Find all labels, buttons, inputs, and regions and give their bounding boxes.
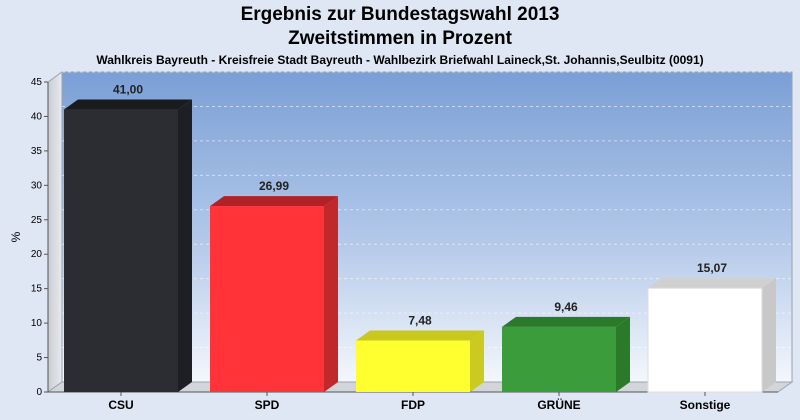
x-tick-label: FDP	[401, 398, 425, 412]
bar-csu: 41,00	[64, 83, 192, 393]
bar-value-label: 41,00	[113, 83, 143, 97]
y-tick-label: 10	[31, 318, 43, 329]
bar-spd: 26,99	[210, 179, 338, 392]
y-tick-label: 15	[31, 284, 43, 295]
bar-front	[647, 287, 763, 393]
bar-value-label: 7,48	[408, 313, 432, 327]
bar-front	[64, 109, 178, 393]
x-tick-label: Sonstige	[680, 398, 731, 412]
chart-title: Ergebnis zur Bundestagswahl 2013	[240, 4, 560, 25]
y-tick-label: 20	[31, 249, 43, 260]
chart-subtitle: Wahlkreis Bayreuth - Kreisfreie Stadt Ba…	[96, 53, 704, 67]
x-tick-label: SPD	[255, 398, 280, 412]
bar-top	[648, 278, 776, 289]
y-tick-label: 40	[31, 111, 43, 122]
bar-top	[502, 316, 630, 327]
bar-front	[502, 326, 616, 392]
bar-sonstige: 15,07	[647, 261, 776, 393]
bar-value-label: 15,07	[697, 261, 727, 275]
bar-front	[210, 206, 324, 392]
y-tick-label: 30	[31, 180, 43, 191]
bar-value-label: 26,99	[259, 179, 289, 193]
y-axis-label: %	[9, 231, 23, 242]
y-tick-label: 25	[31, 215, 43, 226]
bar-value-label: 9,46	[554, 300, 578, 314]
chart-title-line-2: Zweitstimmen in Prozent	[288, 28, 512, 49]
bar-top	[64, 99, 192, 110]
bar-top	[210, 196, 338, 207]
x-axis: CSU SPD FDP GRÜNE Sonstige	[108, 392, 731, 412]
bar-side	[324, 196, 338, 392]
bars: 41,00 26,99 7,48 9,46 15,07	[64, 83, 776, 393]
x-tick-label: CSU	[108, 398, 133, 412]
y-tick-label: 0	[36, 387, 42, 398]
bar-side	[470, 330, 484, 392]
y-tick-label: 45	[31, 77, 43, 88]
bar-side	[178, 99, 192, 393]
bar-fdp: 7,48	[356, 313, 484, 392]
y-tick-label: 35	[31, 146, 43, 157]
bar-side	[762, 278, 776, 392]
bar-side	[616, 316, 630, 392]
y-tick-label: 5	[36, 353, 42, 364]
x-tick-label: GRÜNE	[537, 397, 580, 412]
bar-grüne: 9,46	[502, 300, 630, 392]
bar-top	[356, 330, 484, 341]
bar-front	[356, 340, 470, 392]
y-axis: 0 5 10 15 20 25 30 35 40 45	[31, 77, 48, 398]
